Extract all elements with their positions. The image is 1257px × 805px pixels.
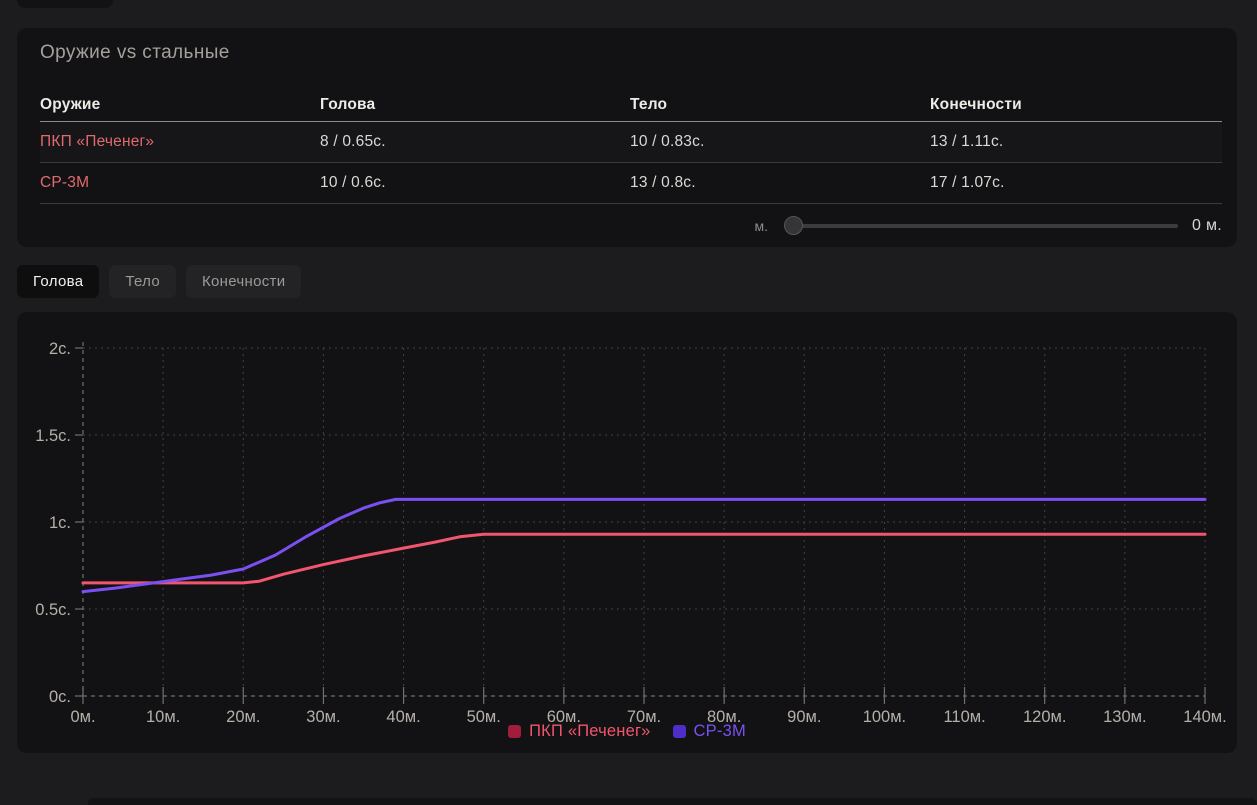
series-line xyxy=(81,532,1207,585)
body-value: 10 / 0.83с. xyxy=(630,133,705,150)
tab-head[interactable]: Голова xyxy=(17,265,100,298)
table-header-row: Оружие Голова Тело Конечности xyxy=(40,88,1222,122)
weapon-name-link[interactable]: ПКП «Печенег» xyxy=(40,133,155,150)
x-tick-label: 100м. xyxy=(863,708,906,726)
slider-value-label: 0 м. xyxy=(1192,216,1222,234)
table-row[interactable]: СР-3М 10 / 0.6с. 13 / 0.8с. 17 / 1.07с. xyxy=(40,163,1222,204)
x-tick-label: 110м. xyxy=(943,708,985,726)
col-header-limbs: Конечности xyxy=(930,95,1022,113)
tab-body[interactable]: Тело xyxy=(109,265,176,298)
y-tick-label: 1.5с. xyxy=(35,427,71,445)
body-value: 13 / 0.8с. xyxy=(630,174,696,191)
x-tick-label: 10м. xyxy=(146,708,180,726)
legend-item[interactable]: ПКП «Печенег» xyxy=(508,722,650,741)
weapon-name-link[interactable]: СР-3М xyxy=(40,174,90,191)
head-value: 10 / 0.6с. xyxy=(320,174,386,191)
top-partial-button[interactable] xyxy=(17,0,113,8)
limbs-value: 17 / 1.07с. xyxy=(930,174,1005,191)
x-tick-label: 0м. xyxy=(70,708,95,726)
bodypart-tabs: Голова Тело Конечности xyxy=(17,265,302,298)
x-tick-label: 60м. xyxy=(547,708,581,726)
x-tick-label: 140м. xyxy=(1183,708,1226,726)
x-tick-label: 30м. xyxy=(306,708,340,726)
card-title: Оружие vs стальные xyxy=(40,42,230,63)
col-header-head: Голова xyxy=(320,95,376,113)
legend-label: ПКП «Печенег» xyxy=(529,722,651,740)
slider-unit-label: м. xyxy=(754,217,768,234)
legend-item[interactable]: СР-3М xyxy=(672,722,746,741)
x-tick-label: 50м. xyxy=(467,708,501,726)
limbs-value: 13 / 1.11с. xyxy=(930,133,1004,150)
ttk-line-chart[interactable]: 0с. 0.5с. 1с. 1.5с. 2с. 0м. 10м. 20м. 30м. 40м. 50… xyxy=(17,312,1237,753)
head-value: 8 / 0.65с. xyxy=(320,133,386,150)
x-tick-label: 90м. xyxy=(787,708,821,726)
next-panel-peek xyxy=(88,798,1257,805)
ttk-chart-card: 0с. 0.5с. 1с. 1.5с. 2с. 0м. 10м. 20м. 30м. 40м. 50… xyxy=(17,312,1237,753)
legend-label: СР-3М xyxy=(693,722,746,740)
x-tick-label: 120м. xyxy=(1023,708,1066,726)
col-header-body: Тело xyxy=(630,95,668,113)
y-tick-label: 2с. xyxy=(49,340,71,358)
distance-slider-thumb[interactable] xyxy=(784,215,803,235)
col-header-weapon: Оружие xyxy=(40,95,101,113)
legend-marker-icon xyxy=(508,725,522,738)
x-tick-label: 80м. xyxy=(707,708,741,726)
y-tick-label: 0с. xyxy=(49,688,71,706)
tab-limbs[interactable]: Конечности xyxy=(185,265,302,298)
legend-marker-icon xyxy=(672,725,686,738)
distance-slider-track[interactable] xyxy=(784,215,1178,235)
y-tick-label: 1с. xyxy=(49,514,71,532)
table-row[interactable]: ПКП «Печенег» 8 / 0.65с. 10 / 0.83с. 13 … xyxy=(40,122,1222,163)
distance-slider-row: м. 0 м. xyxy=(40,204,1222,247)
chart-legend: ПКП «Печенег» СР-3М xyxy=(17,722,1237,741)
x-tick-label: 20м. xyxy=(226,708,260,726)
y-tick-label: 0.5с. xyxy=(35,601,71,619)
weapons-vs-armor-card: Оружие vs стальные Оружие Голова Тело Ко… xyxy=(17,28,1237,247)
x-tick-label: 70м. xyxy=(627,708,661,726)
x-tick-label: 130м. xyxy=(1103,708,1146,726)
series-line xyxy=(81,497,1207,594)
x-tick-label: 40м. xyxy=(386,708,420,726)
